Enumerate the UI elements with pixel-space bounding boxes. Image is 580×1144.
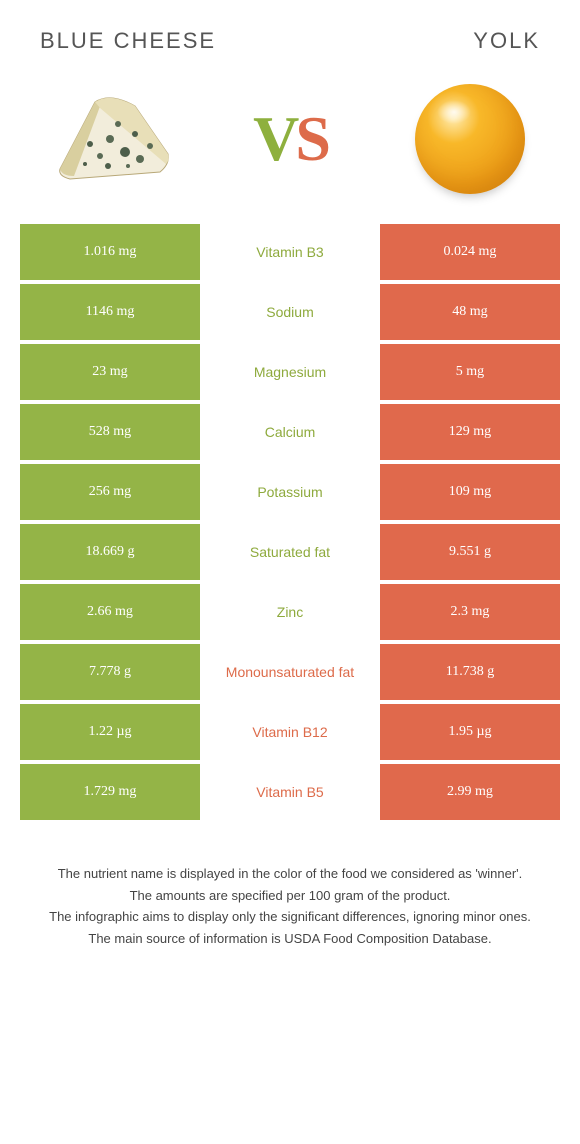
right-value-cell: 9.551 g	[380, 524, 560, 580]
right-value-cell: 109 mg	[380, 464, 560, 520]
nutrient-name-cell: Vitamin B12	[200, 704, 380, 760]
nutrient-name-cell: Monounsaturated fat	[200, 644, 380, 700]
right-value-cell: 5 mg	[380, 344, 560, 400]
table-row: 1.016 mgVitamin B30.024 mg	[20, 224, 560, 280]
left-value-cell: 1.729 mg	[20, 764, 200, 820]
table-row: 2.66 mgZinc2.3 mg	[20, 584, 560, 640]
left-value-cell: 18.669 g	[20, 524, 200, 580]
left-value-cell: 1.016 mg	[20, 224, 200, 280]
yolk-image	[400, 79, 540, 199]
footer-line: The infographic aims to display only the…	[25, 907, 555, 927]
table-row: 1.729 mgVitamin B52.99 mg	[20, 764, 560, 820]
left-value-cell: 2.66 mg	[20, 584, 200, 640]
table-row: 1146 mgSodium48 mg	[20, 284, 560, 340]
nutrient-name-cell: Vitamin B3	[200, 224, 380, 280]
left-value-cell: 1146 mg	[20, 284, 200, 340]
nutrient-name-cell: Sodium	[200, 284, 380, 340]
table-row: 256 mgPotassium109 mg	[20, 464, 560, 520]
left-value-cell: 1.22 µg	[20, 704, 200, 760]
right-value-cell: 129 mg	[380, 404, 560, 460]
right-value-cell: 0.024 mg	[380, 224, 560, 280]
blue-cheese-image	[40, 79, 180, 199]
footer-line: The amounts are specified per 100 gram o…	[25, 886, 555, 906]
left-value-cell: 23 mg	[20, 344, 200, 400]
table-row: 528 mgCalcium129 mg	[20, 404, 560, 460]
images-row: VS	[0, 64, 580, 224]
nutrient-name-cell: Magnesium	[200, 344, 380, 400]
vs-label: VS	[253, 102, 327, 176]
table-row: 7.778 gMonounsaturated fat11.738 g	[20, 644, 560, 700]
nutrient-name-cell: Saturated fat	[200, 524, 380, 580]
nutrient-name-cell: Calcium	[200, 404, 380, 460]
table-row: 18.669 gSaturated fat9.551 g	[20, 524, 560, 580]
footer-line: The nutrient name is displayed in the co…	[25, 864, 555, 884]
nutrient-name-cell: Zinc	[200, 584, 380, 640]
left-value-cell: 528 mg	[20, 404, 200, 460]
left-food-title: BLUE CHEESE	[40, 28, 216, 54]
footer-line: The main source of information is USDA F…	[25, 929, 555, 949]
nutrient-name-cell: Potassium	[200, 464, 380, 520]
footer-notes: The nutrient name is displayed in the co…	[0, 824, 580, 948]
left-value-cell: 256 mg	[20, 464, 200, 520]
vs-s-letter: S	[295, 103, 327, 174]
left-value-cell: 7.778 g	[20, 644, 200, 700]
right-food-title: YOLK	[473, 28, 540, 54]
table-row: 1.22 µgVitamin B121.95 µg	[20, 704, 560, 760]
right-value-cell: 2.99 mg	[380, 764, 560, 820]
header-row: BLUE CHEESE YOLK	[0, 0, 580, 64]
right-value-cell: 11.738 g	[380, 644, 560, 700]
right-value-cell: 48 mg	[380, 284, 560, 340]
comparison-table: 1.016 mgVitamin B30.024 mg1146 mgSodium4…	[0, 224, 580, 820]
right-value-cell: 2.3 mg	[380, 584, 560, 640]
right-value-cell: 1.95 µg	[380, 704, 560, 760]
table-row: 23 mgMagnesium5 mg	[20, 344, 560, 400]
nutrient-name-cell: Vitamin B5	[200, 764, 380, 820]
vs-v-letter: V	[253, 103, 295, 174]
